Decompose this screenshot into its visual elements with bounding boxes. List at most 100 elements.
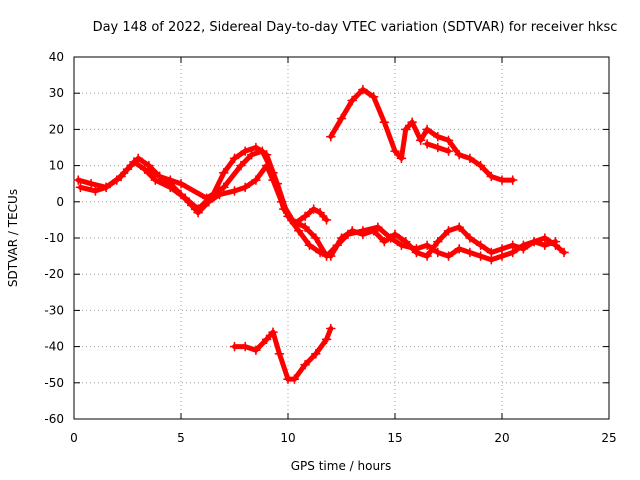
- data-point: [475, 240, 486, 251]
- data-point: [246, 149, 257, 160]
- data-point: [240, 182, 250, 193]
- data-point: [268, 327, 278, 337]
- data-point: [390, 146, 400, 156]
- data-point: [422, 124, 432, 135]
- data-point: [268, 168, 278, 178]
- data-point: [308, 204, 319, 214]
- series-track-e: [422, 139, 454, 156]
- axis-ticks: 0 5 10 15 20 25 -60 -50 -40 -30 -20 -10 0 10 20 30 40: [44, 50, 616, 445]
- data-point: [422, 251, 432, 261]
- data-point: [75, 182, 86, 193]
- series-track-c: [144, 146, 332, 229]
- data-point: [443, 135, 454, 146]
- y-tick-label: 10: [49, 159, 64, 173]
- x-tick-label: 20: [494, 431, 509, 445]
- data-point: [201, 193, 212, 203]
- data-point: [454, 222, 464, 232]
- x-tick-label: 15: [387, 431, 402, 445]
- data-point: [261, 334, 272, 345]
- data-point: [475, 160, 486, 171]
- series-track-d: [326, 84, 518, 185]
- data-point: [150, 175, 161, 185]
- data-point: [433, 247, 443, 258]
- data-point: [304, 240, 315, 251]
- data-point: [180, 193, 191, 203]
- data-point: [274, 349, 285, 359]
- data-point: [154, 171, 165, 182]
- series-line: [328, 87, 516, 183]
- data-point: [443, 251, 454, 261]
- series-line: [146, 148, 330, 227]
- data-point: [411, 247, 422, 258]
- data-point: [229, 341, 240, 352]
- data-point: [529, 236, 539, 247]
- x-axis-label: GPS time / hours: [291, 459, 392, 473]
- data-point: [326, 323, 336, 334]
- data-point: [465, 247, 475, 258]
- data-point: [240, 341, 250, 352]
- chart-title: Day 148 of 2022, Sidereal Day-to-day VTE…: [93, 20, 618, 35]
- y-axis-label: SDTVAR / TECUs: [6, 189, 20, 287]
- x-tick-label: 10: [280, 431, 295, 445]
- data-point: [347, 95, 357, 106]
- data-point: [116, 171, 126, 182]
- data-point: [475, 251, 486, 261]
- data-point: [236, 160, 246, 171]
- data-point: [326, 131, 336, 142]
- data-point: [315, 207, 325, 218]
- data-point: [257, 146, 268, 156]
- data-point: [465, 233, 475, 243]
- data-point: [433, 142, 443, 153]
- y-tick-label: -30: [44, 303, 64, 317]
- data-point: [400, 236, 411, 247]
- y-tick-label: -60: [44, 412, 64, 426]
- data-point: [422, 139, 432, 149]
- series-track-f: [229, 323, 336, 384]
- data-point: [289, 218, 300, 229]
- data-point: [251, 142, 261, 153]
- data-point: [347, 225, 357, 236]
- data-point: [433, 236, 443, 247]
- x-tick-label: 0: [70, 431, 78, 445]
- data-point: [315, 247, 325, 258]
- data-point: [336, 233, 347, 243]
- data-point: [497, 175, 507, 185]
- data-point: [497, 244, 507, 254]
- data-point: [507, 240, 518, 251]
- data-point: [358, 84, 368, 95]
- y-tick-label: -50: [44, 376, 64, 390]
- data-point: [518, 244, 529, 254]
- data-point: [407, 117, 417, 127]
- data-point: [240, 146, 250, 156]
- data-point: [396, 240, 407, 251]
- data-point: [358, 229, 368, 240]
- data-point: [90, 186, 101, 196]
- data-point: [443, 225, 454, 236]
- data-point: [229, 186, 240, 196]
- data-point: [400, 124, 411, 135]
- data-point: [379, 117, 390, 127]
- data-marks: [73, 84, 569, 384]
- data-point: [550, 236, 561, 247]
- data-point: [465, 153, 475, 164]
- data-point: [86, 178, 96, 189]
- x-tick-label: 5: [177, 431, 185, 445]
- y-tick-label: 20: [49, 122, 64, 136]
- data-point: [73, 175, 84, 185]
- data-point: [443, 146, 454, 156]
- data-point: [326, 251, 336, 261]
- data-point: [390, 229, 400, 240]
- data-point: [379, 236, 390, 247]
- data-point: [176, 178, 186, 189]
- data-point: [559, 247, 569, 258]
- data-point: [289, 374, 300, 384]
- data-point: [278, 204, 289, 214]
- data-point: [454, 244, 464, 254]
- data-point: [321, 215, 332, 225]
- data-point: [507, 175, 518, 185]
- data-point: [540, 240, 550, 251]
- data-point: [229, 153, 240, 164]
- data-point: [311, 233, 321, 243]
- data-point: [300, 359, 310, 370]
- y-tick-label: 40: [49, 50, 64, 64]
